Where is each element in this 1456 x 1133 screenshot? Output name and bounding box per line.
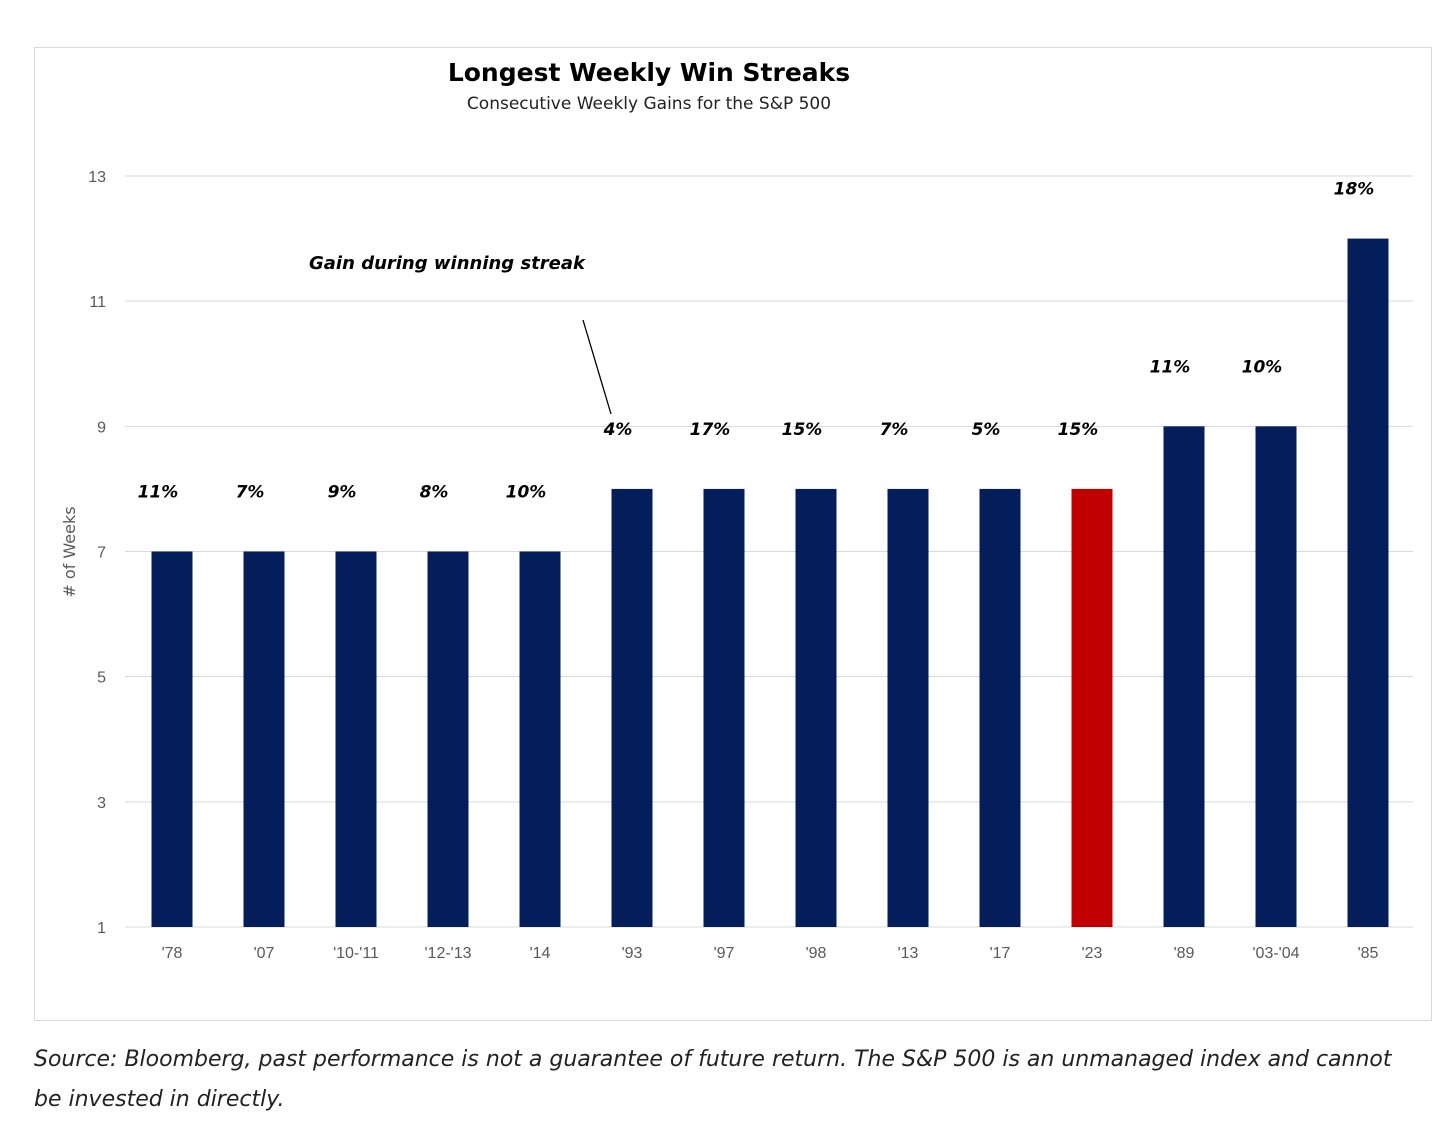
x-tick-label: '10-'11 bbox=[333, 945, 379, 962]
bar bbox=[703, 488, 745, 927]
annotation-text: Gain during winning streak bbox=[309, 253, 586, 274]
bar bbox=[243, 551, 285, 927]
y-tick-label: 11 bbox=[89, 294, 106, 311]
data-label: 4% bbox=[603, 420, 633, 440]
data-label: 9% bbox=[328, 483, 357, 503]
data-label: 18% bbox=[1334, 180, 1375, 200]
bars bbox=[151, 238, 1389, 928]
gridlines bbox=[125, 175, 1413, 928]
y-axis-label: # of Weeks bbox=[60, 506, 79, 597]
y-tick-label: 5 bbox=[97, 670, 106, 687]
data-label: 10% bbox=[1242, 357, 1283, 377]
bar bbox=[1347, 238, 1389, 928]
data-label: 5% bbox=[972, 420, 1001, 440]
data-label: 11% bbox=[1150, 357, 1191, 377]
x-tick-label: '07 bbox=[254, 945, 275, 962]
data-label: 11% bbox=[138, 483, 179, 503]
x-tick-label: '98 bbox=[806, 945, 827, 962]
bar bbox=[519, 551, 561, 927]
x-tick-label: '14 bbox=[530, 945, 551, 962]
bar bbox=[1163, 426, 1205, 927]
x-tick-label: '89 bbox=[1174, 945, 1195, 962]
bar bbox=[427, 551, 469, 927]
x-tick-label: '12-'13 bbox=[424, 945, 471, 962]
x-tick-label: '03-'04 bbox=[1252, 945, 1299, 962]
bar bbox=[979, 488, 1021, 927]
chart-subtitle: Consecutive Weekly Gains for the S&P 500 bbox=[467, 94, 831, 114]
data-label: 17% bbox=[690, 420, 731, 440]
x-tick-label: '23 bbox=[1082, 945, 1103, 962]
x-tick-label: '78 bbox=[162, 945, 183, 962]
bar bbox=[335, 551, 377, 927]
data-label: 7% bbox=[880, 420, 909, 440]
bar bbox=[887, 488, 929, 927]
data-label: 8% bbox=[420, 483, 449, 503]
bar bbox=[795, 488, 837, 927]
x-tick-label: '13 bbox=[898, 945, 919, 962]
bar bbox=[611, 488, 653, 927]
bar bbox=[151, 551, 193, 927]
y-tick-label: 7 bbox=[97, 545, 106, 562]
source-note: Source: Bloomberg, past performance is n… bbox=[34, 1047, 1392, 1112]
data-label: 7% bbox=[236, 483, 265, 503]
bar-chart: Longest Weekly Win Streaks Consecutive W… bbox=[60, 58, 1413, 962]
y-tick-label: 13 bbox=[88, 169, 106, 186]
chart-title: Longest Weekly Win Streaks bbox=[448, 58, 850, 87]
data-label: 15% bbox=[1058, 420, 1099, 440]
x-tick-label: '17 bbox=[990, 945, 1011, 962]
data-labels: 11% 7% 9% 8% 10% 4% 17% 15% 7% 5% 15% 11% 10% 18% bbox=[138, 180, 1375, 503]
data-label: 10% bbox=[506, 483, 547, 503]
x-tick-label: '93 bbox=[622, 945, 643, 962]
x-tick-label: '85 bbox=[1358, 945, 1379, 962]
data-label: 15% bbox=[782, 420, 823, 440]
x-tick-labels: '78 '07 '10-'11 '12-'13 '14 '93 '97 '98 '13 '17 '2… bbox=[162, 945, 1379, 962]
bar bbox=[1255, 426, 1297, 927]
x-tick-label: '97 bbox=[714, 945, 735, 962]
annotation-arrow-line bbox=[582, 319, 612, 415]
chart-frame: Longest Weekly Win Streaks Consecutive W… bbox=[34, 47, 1432, 1021]
bar bbox=[1071, 488, 1113, 927]
y-tick-label: 3 bbox=[97, 795, 106, 812]
y-tick-label: 9 bbox=[97, 419, 106, 436]
y-tick-label: 1 bbox=[97, 920, 106, 937]
